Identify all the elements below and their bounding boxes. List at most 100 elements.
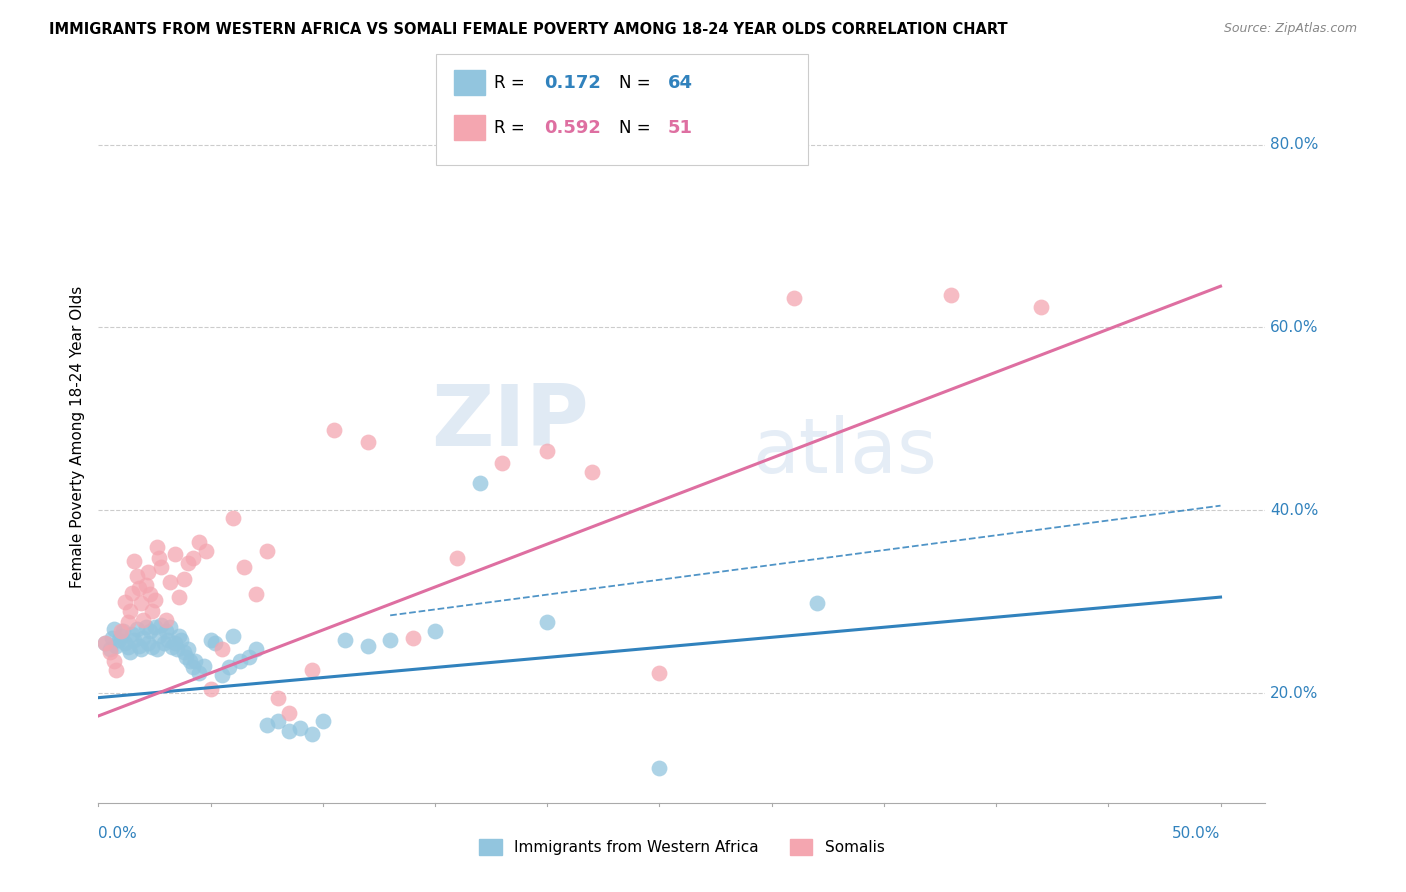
Point [94, 636, 117, 650]
Point [146, 642, 169, 657]
Text: 0.172: 0.172 [544, 74, 600, 92]
Point [143, 592, 166, 607]
Point [581, 465, 603, 479]
Point [312, 714, 335, 728]
Point [211, 642, 233, 657]
Text: N =: N = [619, 119, 650, 136]
Point [163, 547, 186, 561]
Y-axis label: Female Poverty Among 18-24 Year Olds: Female Poverty Among 18-24 Year Olds [69, 286, 84, 588]
Point [401, 632, 423, 646]
Point [204, 636, 226, 650]
Point [806, 597, 828, 611]
Point [181, 550, 204, 565]
Point [118, 604, 141, 618]
Point [536, 443, 558, 458]
Point [112, 624, 135, 638]
Point [163, 636, 186, 650]
Point [156, 633, 179, 648]
Point [173, 645, 195, 659]
Point [124, 553, 146, 567]
Point [105, 663, 128, 677]
Point [233, 560, 256, 574]
Point [107, 633, 129, 648]
Point [170, 633, 193, 648]
Point [200, 681, 222, 696]
Point [124, 633, 146, 648]
Point [184, 654, 207, 668]
Point [155, 624, 177, 638]
Text: R =: R = [494, 74, 524, 92]
Point [193, 658, 215, 673]
Point [256, 718, 278, 732]
Point [117, 640, 139, 655]
Point [110, 624, 132, 638]
Text: atlas: atlas [752, 415, 936, 489]
Point [174, 649, 197, 664]
Point [181, 660, 204, 674]
Point [290, 721, 312, 735]
Point [121, 585, 143, 599]
Text: 51: 51 [668, 119, 693, 136]
Point [188, 665, 211, 680]
Point [267, 714, 290, 728]
Point [105, 639, 128, 653]
Point [125, 622, 148, 636]
Point [278, 724, 301, 739]
Text: 0.0%: 0.0% [98, 826, 138, 840]
Point [1029, 300, 1052, 314]
Point [211, 667, 233, 681]
Point [128, 639, 150, 653]
Point [357, 434, 380, 449]
Point [139, 624, 162, 638]
Point [132, 632, 155, 646]
Point [222, 629, 245, 643]
Point [166, 642, 188, 657]
Point [125, 569, 148, 583]
Text: 60.0%: 60.0% [1270, 320, 1319, 334]
Text: 20.0%: 20.0% [1270, 686, 1319, 700]
Point [278, 706, 301, 721]
Point [357, 639, 380, 653]
Point [94, 636, 117, 650]
Point [143, 620, 166, 634]
Text: IMMIGRANTS FROM WESTERN AFRICA VS SOMALI FEMALE POVERTY AMONG 18-24 YEAR OLDS CO: IMMIGRANTS FROM WESTERN AFRICA VS SOMALI… [49, 22, 1008, 37]
Point [648, 665, 671, 680]
Point [114, 636, 136, 650]
Point [301, 663, 323, 677]
Point [150, 617, 173, 632]
Point [256, 544, 278, 558]
Point [188, 535, 211, 549]
Point [167, 629, 190, 643]
Point [159, 574, 181, 589]
Point [267, 690, 290, 705]
Text: 50.0%: 50.0% [1173, 826, 1220, 840]
Point [179, 654, 201, 668]
Point [146, 540, 169, 554]
Point [446, 550, 468, 565]
Point [245, 587, 267, 601]
Point [648, 761, 671, 775]
Point [128, 581, 150, 595]
Point [177, 556, 200, 570]
Point [229, 654, 252, 668]
Point [173, 572, 195, 586]
Text: 40.0%: 40.0% [1270, 503, 1319, 517]
Point [135, 578, 157, 592]
Point [141, 640, 163, 655]
Text: N =: N = [619, 74, 650, 92]
Point [301, 727, 323, 741]
Point [491, 456, 513, 470]
Text: ZIP: ZIP [430, 381, 589, 464]
Text: Source: ZipAtlas.com: Source: ZipAtlas.com [1223, 22, 1357, 36]
Point [117, 615, 139, 629]
Point [103, 654, 125, 668]
Point [148, 629, 170, 643]
Point [222, 510, 245, 524]
Point [98, 642, 121, 657]
Point [468, 475, 491, 490]
Point [118, 645, 141, 659]
Text: R =: R = [494, 119, 524, 136]
Point [155, 613, 177, 627]
Point [129, 642, 152, 657]
Point [135, 620, 157, 634]
